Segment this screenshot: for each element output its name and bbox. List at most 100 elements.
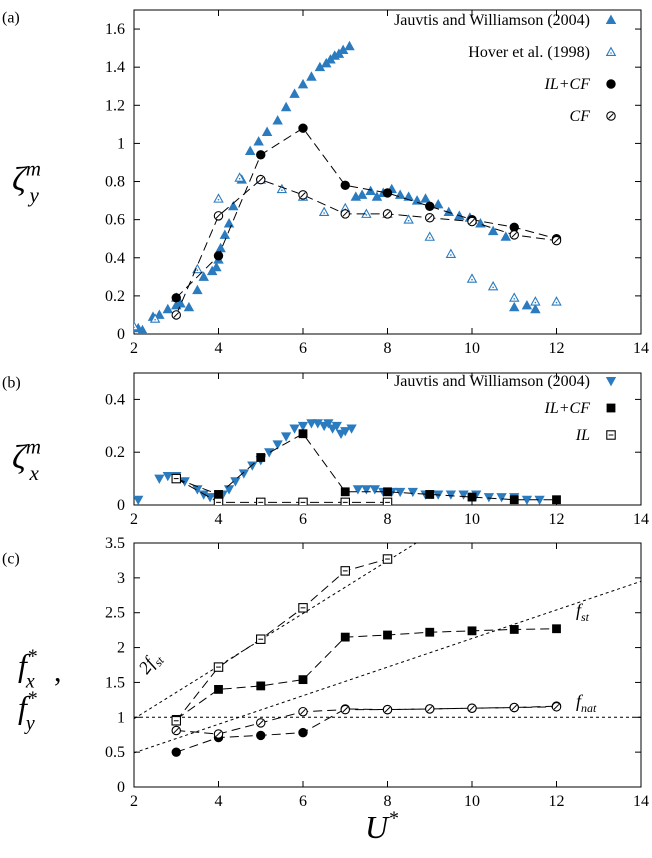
reference-label-fst: fst [576,600,590,624]
data-point [298,727,308,738]
x-tick-label: 10 [464,793,480,810]
legend-label: Jauvtis and Williamson (2004) [394,373,590,390]
data-point [425,490,435,499]
data-point [552,624,561,634]
data-point [256,681,266,691]
panel-a: 2 4 6 8 10 12 14 0 0.2 0.4 0.6 0.8 1 1.2 1.4 1.6 (a) ζm y J… [2,9,649,357]
data-point [403,214,414,224]
series-line [176,478,388,503]
data-point [382,188,393,198]
y-tick-label: 0.4 [105,391,125,408]
data-point-slash [215,213,222,219]
y-tick-label: 1.5 [105,674,125,691]
series-line [175,558,388,722]
x-axis-label-main: U [365,809,390,845]
data-point-slash [257,176,264,183]
y-tick-label: 2.5 [105,605,125,622]
data-point [356,189,368,199]
panel-label: (b) [2,374,21,391]
data-point [256,730,266,741]
legend-marker [606,79,616,89]
data-point [198,271,209,281]
data-point [238,469,249,479]
y-axis-label: ζm y [12,157,41,208]
y-tick-label: 0.5 [105,744,125,761]
y-tick-label: 0 [117,779,125,796]
data-point [289,88,300,98]
data-point-slash [173,727,180,734]
y-axis-label-sub: y [27,183,39,207]
data-point [297,421,309,432]
data-point [365,185,376,196]
data-point [425,627,435,637]
data-point [420,193,431,203]
data-point [340,427,351,437]
y-tick-label: 1 [117,709,125,726]
data-point [483,493,495,503]
series-0 [134,40,541,334]
data-point [256,150,266,160]
y-axis-label-fy: f* y [18,688,37,735]
data-point [215,242,226,253]
data-point-slash [215,731,222,737]
data-point [192,284,203,295]
y-axis-label-main: ζ [12,161,28,198]
data-point [171,293,181,303]
series-line [175,127,557,299]
x-tick-label: 4 [215,511,223,528]
series-1 [171,554,393,726]
data-point [264,448,275,458]
data-point [352,485,364,495]
data-point [500,231,512,241]
legend-marker-slash [608,113,614,119]
data-point [445,490,457,500]
data-point [340,497,350,505]
data-point [466,273,478,283]
x-tick-label: 2 [130,340,138,357]
data-point-dot [196,269,199,272]
data-point [344,40,355,51]
data-point [183,301,195,312]
y-tick-label: 0.8 [105,174,125,191]
y-tick-label: 3.5 [105,535,125,552]
legend-marker-dot [610,52,612,54]
data-point [382,497,393,505]
data-point [247,461,258,471]
data-point [383,487,392,497]
data-point [276,183,288,194]
y-tick-label: 2 [117,640,125,657]
y-axis-label-fx-sub: x [25,671,35,693]
series-3 [171,174,562,320]
data-point-dot [323,212,325,214]
y-axis-label-fx: f* x [18,646,37,693]
data-point [255,497,266,505]
data-point [340,487,350,497]
series-line [175,179,557,316]
data-point-dot [513,297,516,300]
y-tick-label: 3 [117,570,125,587]
data-point [521,299,533,310]
data-point [213,193,224,203]
data-point [552,495,561,505]
data-point [411,195,423,205]
x-tick-label: 4 [215,793,223,810]
x-tick-label: 6 [299,511,307,528]
data-point [331,421,342,432]
series-1 [171,429,561,505]
data-point-slash [426,214,433,221]
y-axis-label-fy-sub: y [24,713,35,735]
y-tick-label: 1.2 [105,97,125,114]
data-point [458,490,469,500]
x-tick-label: 8 [384,340,392,357]
y-tick-label: 1.6 [105,21,125,38]
x-tick-label: 10 [464,340,480,357]
y-axis-label-main: ζ [12,439,28,476]
panel-label: (a) [2,9,20,26]
x-tick-label: 8 [384,793,392,810]
legend-label: IL+CF [544,76,591,93]
data-point-slash [257,720,264,726]
reference-label-2fst: 2fst [134,647,167,680]
data-point-slash [384,211,391,217]
data-point [521,495,533,505]
data-point-slash [300,708,306,715]
